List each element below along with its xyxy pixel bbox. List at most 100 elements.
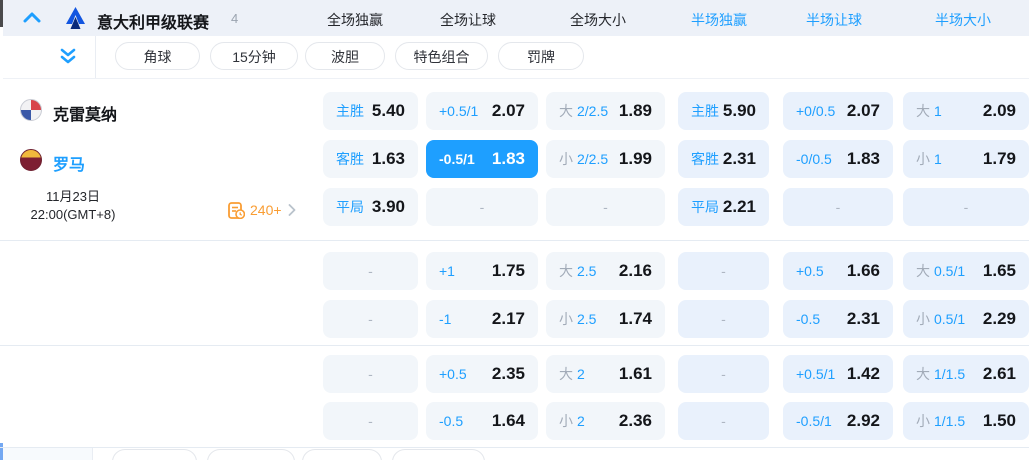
odds-cell[interactable]: +0.5 2.35 (426, 355, 538, 393)
odds-value: 2.31 (846, 309, 880, 328)
odds-cell[interactable]: 大 1 2.09 (903, 92, 1029, 130)
odds-label: 小 1/1.5 (916, 413, 966, 429)
odds-value: 5.90 (722, 101, 756, 120)
no-odds-dash: - (368, 263, 373, 279)
odds-value: 1.79 (982, 149, 1016, 168)
odds-label: +0.5 (439, 366, 467, 382)
left-edge-artifact-top (0, 0, 3, 27)
odds-cell[interactable]: -1 2.17 (426, 300, 538, 338)
tab-halftime-1x2[interactable]: 半场独赢 (691, 12, 747, 28)
odds-cell-selected[interactable]: -0.5/1 1.83 (426, 140, 538, 178)
odds-cell[interactable]: 小 2.5 1.74 (546, 300, 665, 338)
odds-cell[interactable]: 小 2 2.36 (546, 402, 665, 440)
more-markets-link[interactable]: 240+ (228, 199, 296, 221)
no-odds-dash: - (721, 263, 726, 279)
odds-cell[interactable]: 平局 3.90 (323, 188, 418, 226)
no-odds-dash: - (368, 413, 373, 429)
odds-cell[interactable]: -0/0.5 1.83 (783, 140, 893, 178)
odds-label: 小 0.5/1 (916, 311, 966, 327)
odds-cell[interactable]: 小 2/2.5 1.99 (546, 140, 665, 178)
filter-cards[interactable]: 罚牌 (498, 42, 584, 70)
odds-cell[interactable]: 大 0.5/1 1.65 (903, 252, 1029, 290)
odds-cell[interactable]: +0.5/1 2.07 (426, 92, 538, 130)
odds-value: 1.99 (618, 149, 652, 168)
tab-fulltime-handicap[interactable]: 全场让球 (440, 12, 496, 28)
filter-15min[interactable]: 15分钟 (210, 42, 298, 70)
odds-cell[interactable]: 小 1/1.5 1.50 (903, 402, 1029, 440)
odds-value: 1.42 (846, 364, 880, 383)
odds-cell[interactable]: -0.5 1.64 (426, 402, 538, 440)
odds-cell[interactable]: +0.5 1.66 (783, 252, 893, 290)
filter-correct-score[interactable]: 波胆 (305, 42, 385, 70)
odds-cell-empty: - (783, 188, 893, 226)
odds-cell[interactable]: 客胜 1.63 (323, 140, 418, 178)
no-odds-dash: - (835, 199, 841, 215)
tab-halftime-handicap[interactable]: 半场让球 (806, 12, 862, 28)
odds-cell[interactable]: 小 1 1.79 (903, 140, 1029, 178)
tab-halftime-overunder[interactable]: 半场大小 (935, 12, 991, 28)
no-odds-dash: - (721, 413, 726, 429)
odds-label: 平局 (691, 199, 719, 215)
odds-value: 2.09 (982, 101, 1016, 120)
odds-value: 2.07 (846, 101, 880, 120)
no-odds-dash: - (368, 366, 373, 382)
odds-cell[interactable]: -0.5/1 2.92 (783, 402, 893, 440)
odds-label: 小 2/2.5 (559, 151, 609, 167)
odds-value: 2.17 (491, 309, 525, 328)
filter-corners[interactable]: 角球 (115, 42, 200, 70)
tab-fulltime-overunder[interactable]: 全场大小 (570, 12, 626, 28)
odds-value: 1.64 (491, 411, 525, 430)
double-chevron-down-icon (60, 48, 76, 64)
odds-cell[interactable]: 客胜 2.31 (678, 140, 769, 178)
odds-cell-empty: - (546, 188, 665, 226)
odds-cell-empty: - (323, 252, 418, 290)
odds-cell[interactable]: -0.5 2.31 (783, 300, 893, 338)
odds-label: -0.5 (439, 413, 464, 429)
tab-fulltime-1x2[interactable]: 全场独赢 (327, 12, 383, 28)
league-title: 意大利甲级联赛 (97, 15, 210, 32)
odds-label: 主胜 (336, 103, 364, 119)
left-edge-artifact-bottom (0, 443, 3, 460)
odds-value: 1.61 (618, 364, 652, 383)
odds-cell[interactable]: 大 2/2.5 1.89 (546, 92, 665, 130)
odds-cell[interactable]: 主胜 5.40 (323, 92, 418, 130)
odds-value: 2.21 (722, 197, 756, 216)
next-match-filter-pill-partial (392, 449, 485, 460)
collapse-league-icon[interactable] (22, 9, 42, 27)
expand-markets-cell[interactable] (3, 36, 96, 78)
odds-cell-empty: - (903, 188, 1029, 226)
odds-cell[interactable]: +0.5/1 1.42 (783, 355, 893, 393)
odds-cell[interactable]: 大 2.5 2.16 (546, 252, 665, 290)
odds-label: 平局 (336, 199, 364, 215)
match-datetime: 11月23日 22:00(GMT+8) (8, 188, 138, 224)
odds-label: -0.5 (796, 311, 821, 327)
odds-label: -1 (439, 311, 452, 327)
filter-special-combo[interactable]: 特色组合 (395, 42, 488, 70)
home-team-name[interactable]: 克雷莫纳 (53, 107, 118, 124)
match-time: 22:00(GMT+8) (30, 207, 116, 222)
odds-label: 大 2/2.5 (559, 103, 609, 119)
odds-value: 2.36 (618, 411, 652, 430)
odds-label: -0.5/1 (796, 413, 832, 429)
home-team-logo (20, 99, 42, 121)
odds-cell[interactable]: 主胜 5.90 (678, 92, 769, 130)
markets-doc-clock-icon (228, 201, 245, 219)
odds-cell[interactable]: 大 2 1.61 (546, 355, 665, 393)
odds-label: 客胜 (336, 151, 364, 167)
odds-cell[interactable]: 平局 2.21 (678, 188, 769, 226)
away-team-name[interactable]: 罗马 (53, 157, 86, 174)
next-match-filter-pill-partial (112, 449, 197, 460)
odds-cell[interactable]: 小 0.5/1 2.29 (903, 300, 1029, 338)
market-filters-row: 角球 15分钟 波胆 特色组合 罚牌 (3, 36, 1029, 79)
odds-label: +0/0.5 (796, 103, 836, 119)
next-match-filter-pill-partial (302, 449, 382, 460)
odds-value: 3.90 (371, 197, 405, 216)
odds-label: 大 1/1.5 (916, 366, 966, 382)
odds-cell[interactable]: +0/0.5 2.07 (783, 92, 893, 130)
no-odds-dash: - (479, 199, 485, 215)
odds-cell[interactable]: 大 1/1.5 2.61 (903, 355, 1029, 393)
odds-value: 1.89 (618, 101, 652, 120)
odds-cell[interactable]: +1 1.75 (426, 252, 538, 290)
